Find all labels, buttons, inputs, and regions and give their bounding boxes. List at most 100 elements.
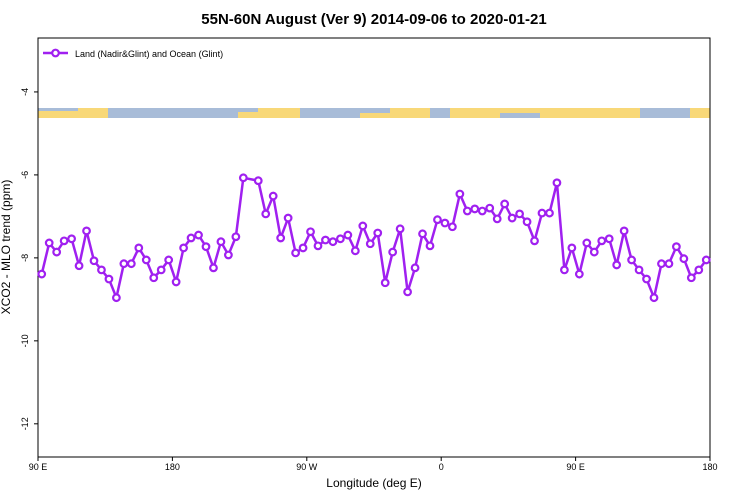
data-point <box>186 233 196 243</box>
data-point <box>664 259 674 269</box>
data-point <box>82 226 91 236</box>
data-point <box>238 173 248 183</box>
data-point <box>574 269 584 279</box>
data-point <box>425 241 435 251</box>
data-point <box>126 259 136 269</box>
data-point <box>582 238 592 248</box>
y-tick-label: -4 <box>20 88 30 96</box>
data-point <box>530 236 539 246</box>
x-tick-label: 90 E <box>29 462 48 472</box>
data-point <box>89 256 99 266</box>
data-point <box>52 247 62 257</box>
data-point <box>74 261 84 271</box>
data-point <box>59 236 69 246</box>
y-tick-label: -10 <box>20 334 30 347</box>
data-point <box>276 233 286 243</box>
data-point <box>216 237 226 247</box>
x-tick-label: 90 W <box>296 462 318 472</box>
data-point <box>321 235 330 245</box>
map-strip <box>38 108 710 118</box>
data-point <box>589 247 599 257</box>
y-tick-label: -8 <box>20 254 30 262</box>
chart-title: 55N-60N August (Ver 9) 2014-09-06 to 202… <box>201 11 546 28</box>
data-point <box>604 234 614 244</box>
data-point <box>156 265 166 275</box>
data-point <box>612 260 622 270</box>
data-point <box>448 222 457 232</box>
data-point <box>515 209 524 219</box>
data-point <box>380 278 390 288</box>
data-point <box>657 259 666 269</box>
x-tick-label: 180 <box>165 462 180 472</box>
data-point <box>433 215 442 225</box>
data-point <box>403 287 413 297</box>
data-point <box>627 255 636 265</box>
data-point <box>171 277 181 287</box>
data-point <box>418 229 427 239</box>
data-point <box>209 263 218 273</box>
data-point <box>470 204 480 214</box>
data-point <box>253 176 263 186</box>
data-point <box>358 221 368 231</box>
x-tick-label: 180 <box>702 462 717 472</box>
data-point <box>343 230 353 240</box>
data-point <box>268 191 278 201</box>
data-point <box>223 250 233 260</box>
data-point <box>649 293 659 303</box>
data-point <box>395 224 405 234</box>
data-point <box>686 273 696 283</box>
x-tick-label: 0 <box>439 462 444 472</box>
data-point <box>455 189 465 199</box>
data-point <box>694 265 704 275</box>
data-point <box>537 208 547 218</box>
y-tick-label: -12 <box>20 417 30 430</box>
data-point <box>545 208 554 218</box>
data-point <box>507 213 517 223</box>
data-point <box>462 206 472 216</box>
data-point <box>313 241 323 251</box>
data-point <box>619 226 629 236</box>
data-point <box>634 265 644 275</box>
data-point <box>440 218 450 228</box>
data-point <box>111 293 121 303</box>
data-point <box>336 234 345 244</box>
data-point <box>365 239 375 249</box>
data-point <box>328 237 338 247</box>
data-point <box>231 232 241 242</box>
data-point <box>306 227 315 237</box>
plot-frame <box>37 37 711 458</box>
y-axis-label: XCO2 - MLO trend (ppm) <box>0 180 13 315</box>
data-point <box>701 255 711 265</box>
data-point <box>44 238 54 248</box>
data-point <box>560 265 569 275</box>
data-point <box>672 242 681 252</box>
data-point <box>552 178 562 188</box>
legend-marker <box>51 48 60 58</box>
data-point <box>67 234 76 244</box>
data-point <box>597 236 607 246</box>
legend-label: Land (Nadir&Glint) and Ocean (Glint) <box>75 49 223 59</box>
data-point <box>261 209 271 219</box>
data-point <box>164 255 174 265</box>
data-point <box>283 213 293 223</box>
data-point <box>37 269 47 279</box>
data-point <box>291 248 301 258</box>
data-point <box>298 243 308 253</box>
data-point <box>500 199 510 209</box>
data-point <box>477 206 487 216</box>
data-point <box>141 255 151 265</box>
data-point <box>567 243 577 253</box>
data-point <box>410 263 420 273</box>
data-point <box>642 274 651 284</box>
data-point <box>679 254 689 264</box>
data-point <box>179 243 189 253</box>
data-point <box>492 214 502 224</box>
data-point <box>388 247 398 257</box>
data-point <box>104 274 114 284</box>
x-axis-label: Longitude (deg E) <box>326 476 421 490</box>
y-tick-label: -6 <box>20 171 30 179</box>
data-point <box>97 265 106 275</box>
data-point <box>134 243 144 253</box>
data-point <box>201 242 211 252</box>
